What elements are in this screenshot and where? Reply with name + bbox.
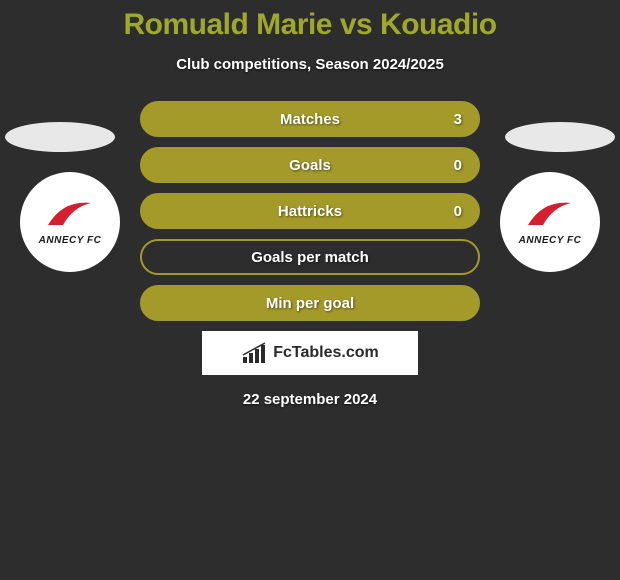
stat-row-matches: Matches 3 bbox=[140, 101, 480, 137]
source-name: FcTables.com bbox=[273, 344, 379, 362]
stat-value: 0 bbox=[454, 203, 462, 220]
stat-row-goals: Goals 0 bbox=[140, 147, 480, 183]
club-logo-icon bbox=[43, 195, 98, 233]
club-badge-left: ANNECY FC bbox=[20, 172, 120, 272]
page-title: Romuald Marie vs Kouadio bbox=[0, 0, 620, 42]
stat-value: 0 bbox=[454, 157, 462, 174]
stat-label: Min per goal bbox=[266, 295, 354, 312]
stat-label: Goals per match bbox=[251, 249, 369, 266]
club-name-left: ANNECY FC bbox=[39, 235, 102, 246]
player-photo-right bbox=[505, 122, 615, 152]
bar-chart-icon bbox=[241, 341, 269, 365]
stat-label: Hattricks bbox=[278, 203, 342, 220]
stat-row-goals-per-match: Goals per match bbox=[140, 239, 480, 275]
stat-label: Goals bbox=[289, 157, 331, 174]
club-name-right: ANNECY FC bbox=[519, 235, 582, 246]
subtitle: Club competitions, Season 2024/2025 bbox=[0, 56, 620, 73]
player-photo-left bbox=[5, 122, 115, 152]
stat-value: 3 bbox=[454, 111, 462, 128]
club-badge-right: ANNECY FC bbox=[500, 172, 600, 272]
stat-row-min-per-goal: Min per goal bbox=[140, 285, 480, 321]
date-label: 22 september 2024 bbox=[0, 391, 620, 408]
club-logo-icon bbox=[523, 195, 578, 233]
stat-label: Matches bbox=[280, 111, 340, 128]
stats-container: Matches 3 Goals 0 Hattricks 0 Goals per … bbox=[140, 101, 480, 321]
stat-row-hattricks: Hattricks 0 bbox=[140, 193, 480, 229]
source-badge: FcTables.com bbox=[202, 331, 418, 375]
